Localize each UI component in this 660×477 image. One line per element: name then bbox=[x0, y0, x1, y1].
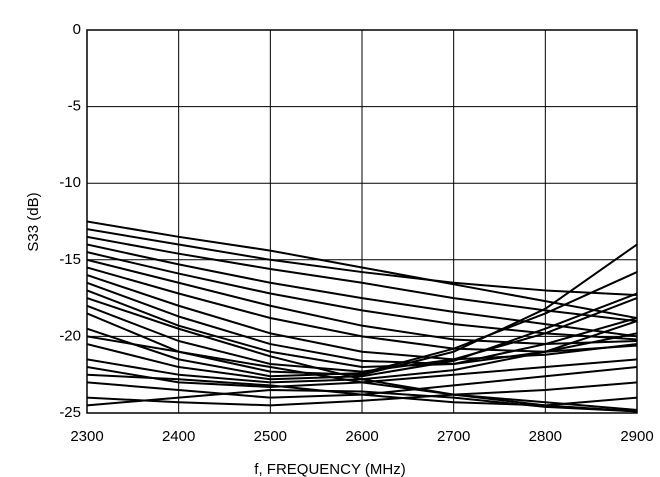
x-tick-label: 2900 bbox=[620, 428, 653, 445]
y-tick-label: -5 bbox=[68, 98, 81, 115]
y-tick-label: -20 bbox=[59, 327, 81, 344]
x-tick-label: 2500 bbox=[254, 428, 287, 445]
x-tick-label: 2600 bbox=[345, 428, 378, 445]
y-tick-label: -25 bbox=[59, 404, 81, 421]
x-tick-label: 2800 bbox=[529, 428, 562, 445]
y-tick-label: -10 bbox=[59, 174, 81, 191]
y-tick-label: 0 bbox=[73, 21, 81, 38]
y-axis-label: S33 (dB) bbox=[25, 192, 42, 251]
plot-frame bbox=[86, 29, 638, 414]
x-tick-label: 2400 bbox=[162, 428, 195, 445]
x-tick-label: 2700 bbox=[437, 428, 470, 445]
x-axis-label: f, FREQUENCY (MHz) bbox=[254, 461, 405, 477]
x-tick-label: 2300 bbox=[70, 428, 103, 445]
y-tick-label: -15 bbox=[59, 251, 81, 268]
